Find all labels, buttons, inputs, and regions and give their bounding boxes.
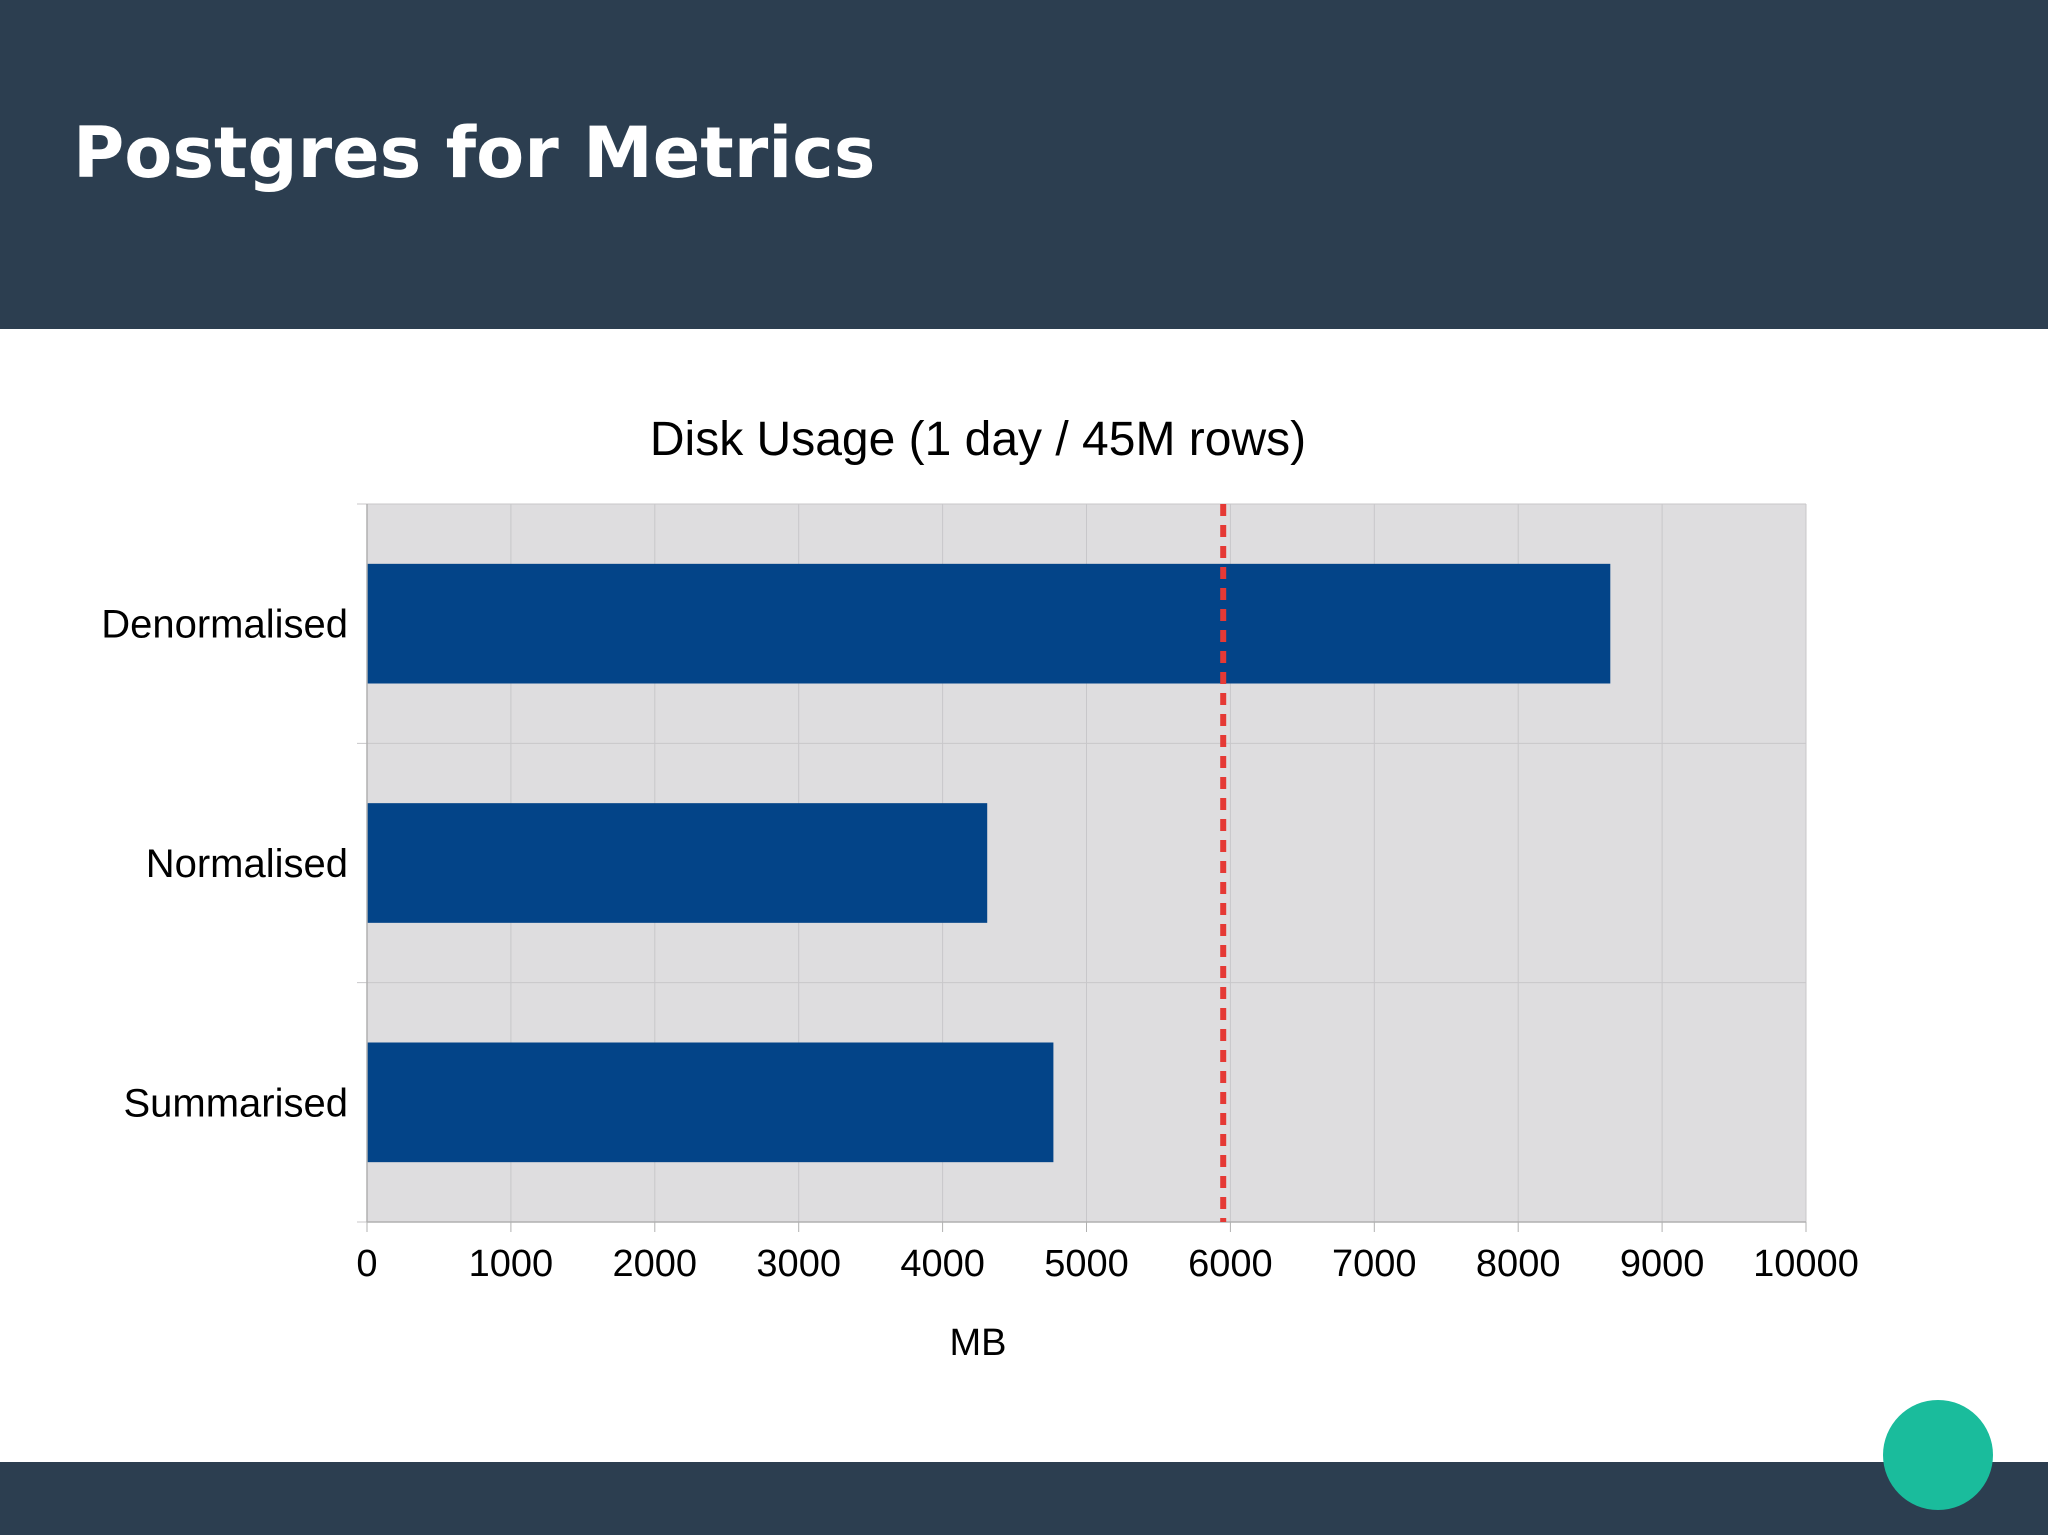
x-tick-label: 7000 bbox=[1332, 1243, 1417, 1285]
x-tick-label: 3000 bbox=[756, 1243, 841, 1285]
chart-title: Disk Usage (1 day / 45M rows) bbox=[650, 413, 1306, 466]
x-tick-label: 5000 bbox=[1044, 1243, 1129, 1285]
y-tick-label: Normalised bbox=[146, 842, 348, 886]
bar bbox=[367, 563, 1611, 684]
x-tick-label: 4000 bbox=[900, 1243, 985, 1285]
x-tick-label: 6000 bbox=[1188, 1243, 1273, 1285]
footer-bar bbox=[0, 1462, 2048, 1535]
x-axis-label: MB bbox=[950, 1322, 1007, 1364]
x-tick-label: 0 bbox=[356, 1243, 377, 1285]
bar bbox=[367, 1042, 1054, 1163]
title-banner: Postgres for Metrics bbox=[0, 0, 2048, 329]
y-tick-label: Denormalised bbox=[101, 603, 348, 647]
accent-dot bbox=[1883, 1400, 1993, 1510]
x-tick-label: 8000 bbox=[1476, 1243, 1561, 1285]
x-tick-label: 10000 bbox=[1753, 1243, 1859, 1285]
x-tick-label: 1000 bbox=[469, 1243, 554, 1285]
bar bbox=[367, 803, 988, 923]
x-tick-label: 2000 bbox=[613, 1243, 698, 1285]
x-tick-label: 9000 bbox=[1620, 1243, 1705, 1285]
slide-title: Postgres for Metrics bbox=[73, 112, 876, 194]
y-tick-label: Summarised bbox=[123, 1081, 348, 1125]
